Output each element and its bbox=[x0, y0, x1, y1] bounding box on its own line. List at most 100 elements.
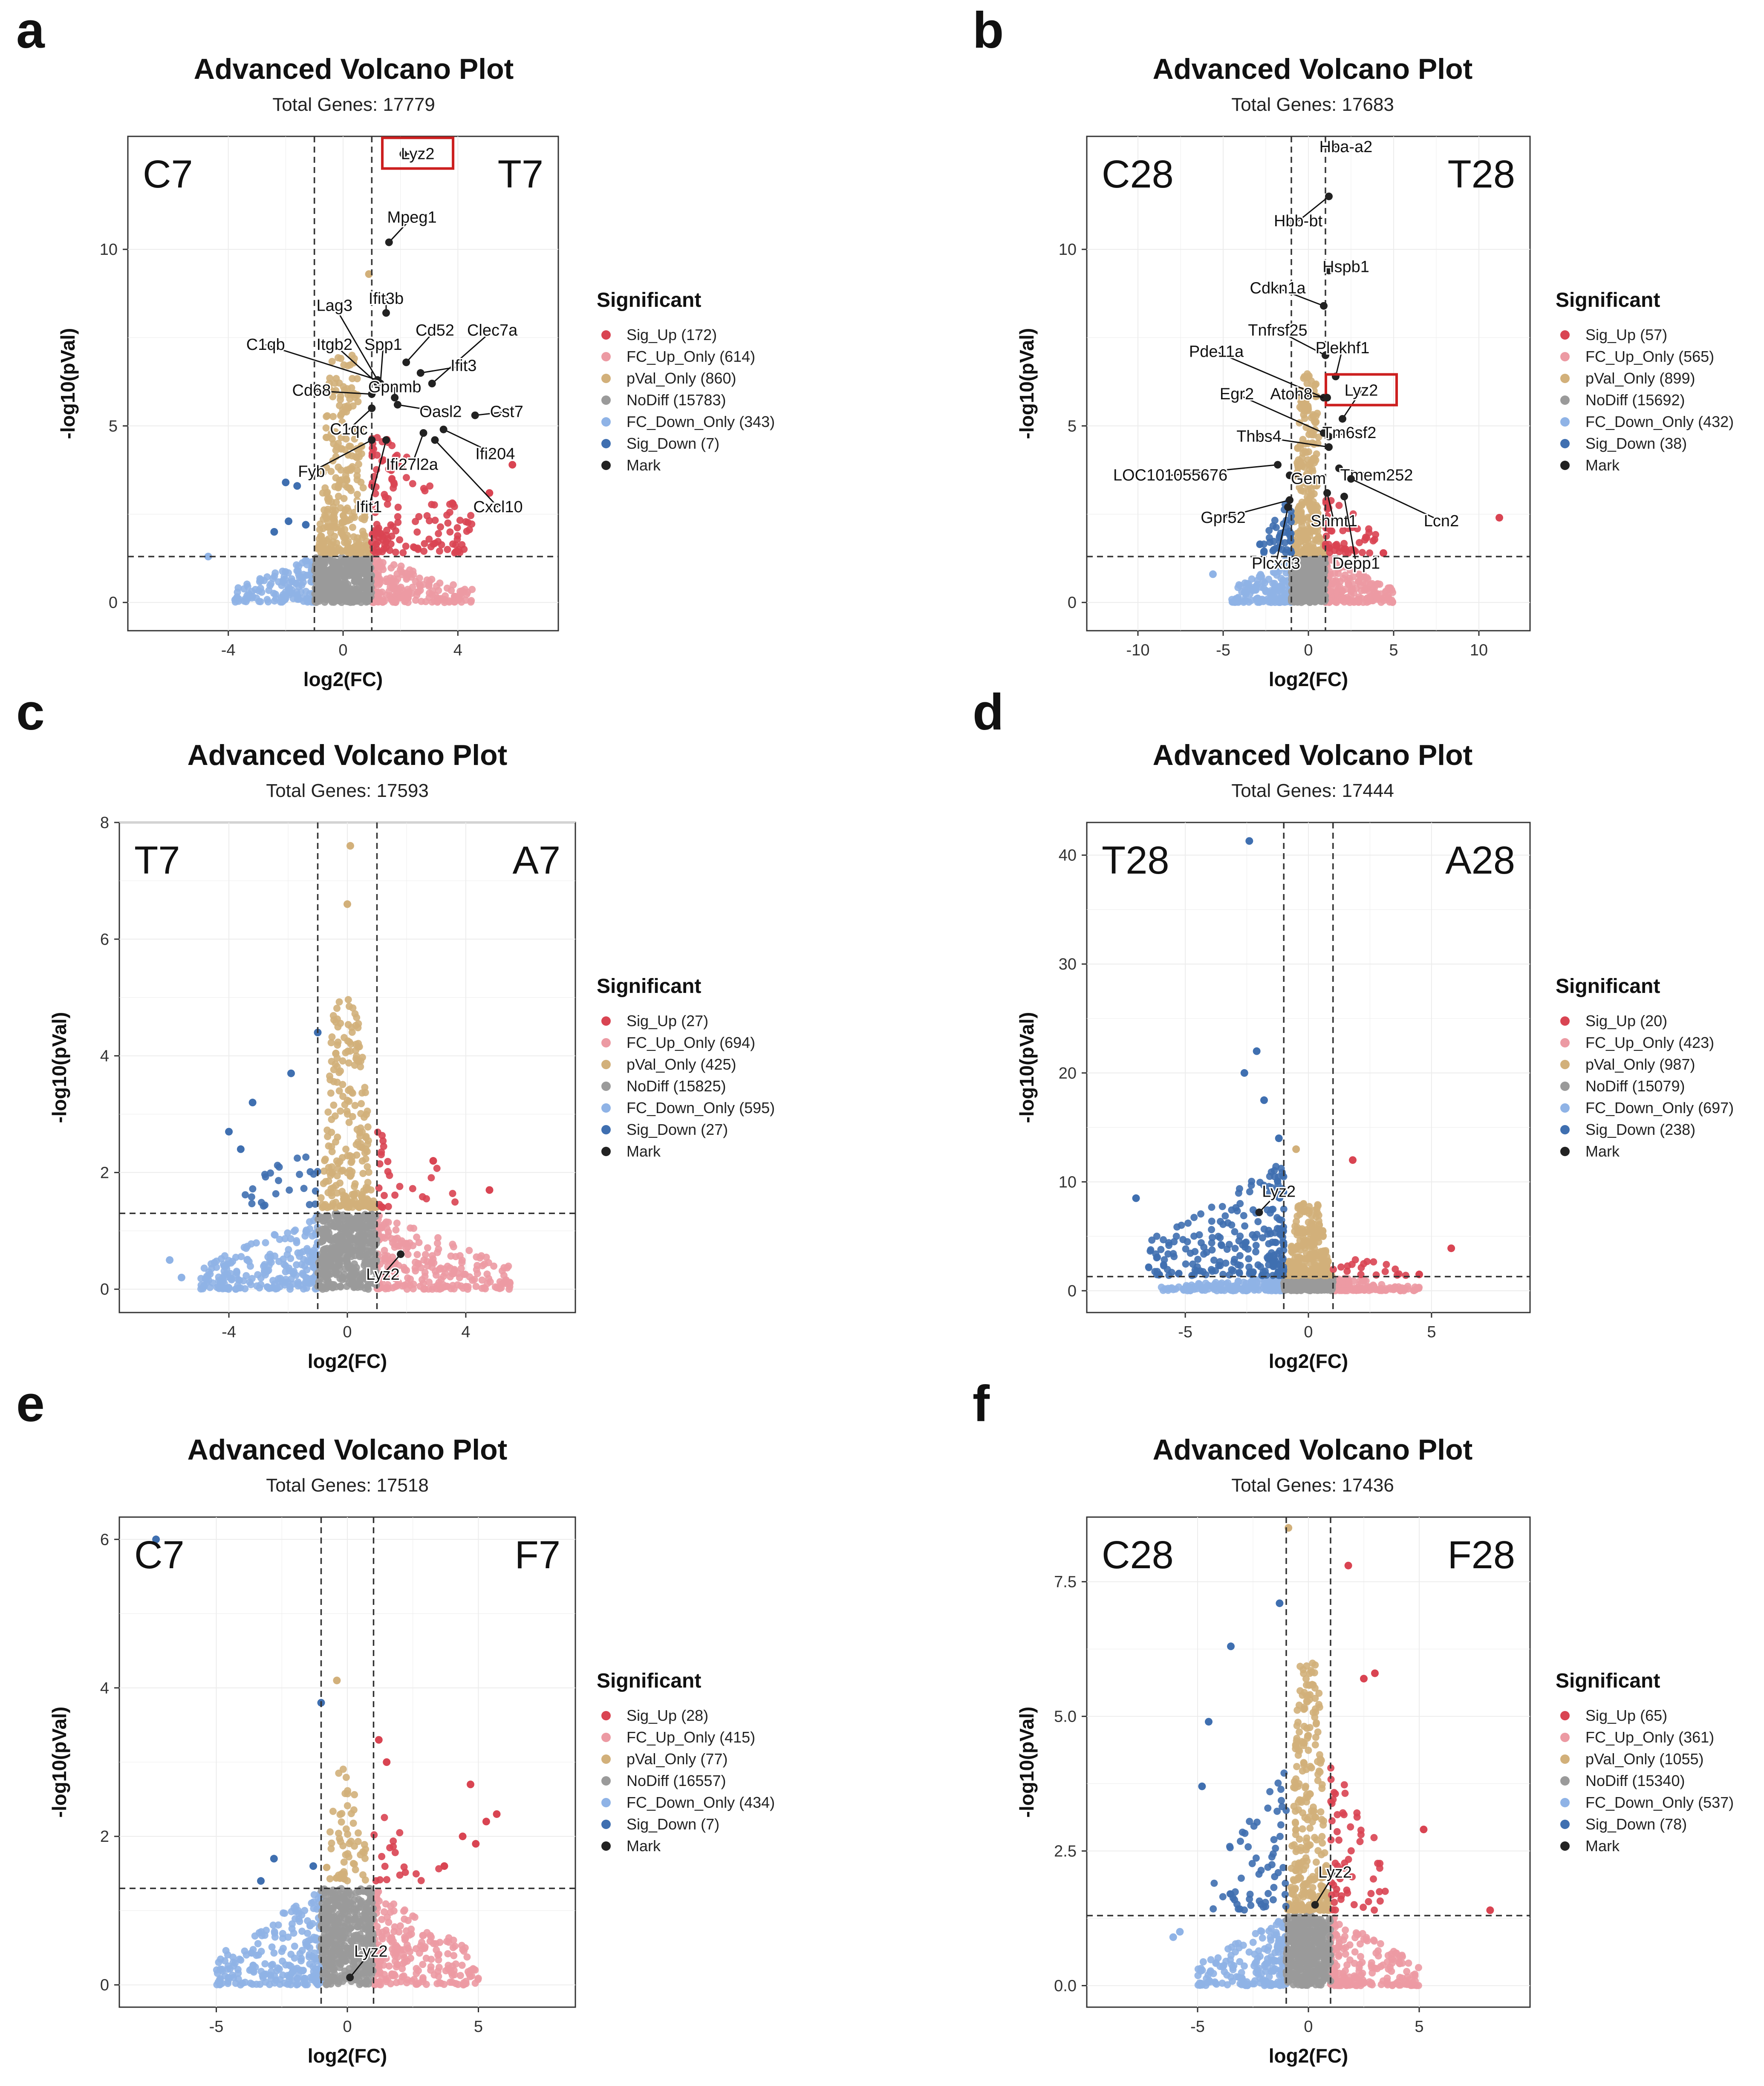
mark-point bbox=[1325, 443, 1333, 451]
point-pval-only bbox=[1300, 515, 1308, 522]
point-fc-up-only bbox=[403, 569, 410, 577]
gene-label: Mpeg1 bbox=[387, 209, 436, 227]
point-pval-only bbox=[1315, 1221, 1323, 1228]
gene-label: Lag3 bbox=[317, 297, 353, 315]
point-sig-down bbox=[1266, 539, 1274, 546]
point-sig-down bbox=[1265, 1252, 1273, 1260]
point-sig-down bbox=[1242, 1238, 1250, 1246]
point-sig-down bbox=[260, 1202, 267, 1210]
point-sig-up bbox=[386, 1171, 393, 1179]
point-pval-only bbox=[1313, 450, 1320, 458]
gene-label: Hspb1 bbox=[1322, 258, 1369, 276]
chart-title: Advanced Volcano Plot bbox=[194, 53, 514, 85]
point-fc-up-only bbox=[410, 1285, 417, 1293]
point-sig-down bbox=[248, 1099, 257, 1107]
point-fc-up-only bbox=[456, 1252, 464, 1260]
point-fc-up-only bbox=[1366, 596, 1374, 603]
point-sig-down bbox=[1153, 1268, 1161, 1275]
point-fc-up-only bbox=[421, 1269, 429, 1276]
point-fc-up-only bbox=[482, 1253, 490, 1261]
legend-swatch-fc-up-only bbox=[601, 352, 611, 361]
point-pval-only bbox=[328, 1192, 336, 1200]
point-pval-only bbox=[339, 1093, 347, 1100]
point-fc-down-only bbox=[293, 1239, 300, 1246]
point-sig-down bbox=[306, 1201, 313, 1209]
point-sig-down bbox=[1165, 1242, 1173, 1249]
point-sig-down bbox=[242, 1191, 249, 1199]
point-fc-down-only bbox=[233, 1269, 241, 1276]
point-fc-up-only bbox=[420, 1285, 427, 1293]
point-fc-down-only bbox=[288, 589, 295, 597]
point-sig-up bbox=[409, 480, 416, 488]
point-sig-up bbox=[376, 530, 384, 538]
point-sig-up bbox=[427, 543, 435, 551]
legend-swatch-sig-down bbox=[601, 439, 611, 448]
y-axis-label: -log10(pVal) bbox=[1016, 328, 1038, 439]
point-fc-up-only bbox=[506, 1283, 514, 1290]
point-pval-only bbox=[351, 543, 359, 551]
point-pval-only bbox=[1294, 1257, 1302, 1265]
y-tick-label: 10 bbox=[100, 241, 118, 259]
point-fc-down-only bbox=[252, 1239, 260, 1247]
x-tick-label: -10 bbox=[1126, 641, 1150, 659]
point-fc-down-only bbox=[294, 1282, 302, 1290]
point-nodiff bbox=[329, 558, 336, 565]
point-sig-down bbox=[300, 1185, 308, 1192]
y-tick-label: 0 bbox=[100, 1281, 109, 1298]
legend-swatch-sig-down bbox=[1560, 439, 1570, 448]
point-sig-up bbox=[435, 530, 442, 537]
point-pval-only bbox=[357, 1110, 365, 1117]
point-fc-down-only bbox=[166, 1256, 174, 1264]
gene-label: Thbs4 bbox=[1236, 427, 1282, 445]
point-sig-down bbox=[1236, 1232, 1244, 1240]
point-nodiff bbox=[364, 597, 372, 605]
point-fc-up-only bbox=[467, 598, 475, 606]
point-fc-up-only bbox=[456, 1274, 463, 1281]
legend-label: FC_Up_Only (694) bbox=[626, 1034, 755, 1051]
legend-title: Significant bbox=[597, 975, 701, 998]
point-sig-up bbox=[402, 542, 410, 550]
point-sig-up bbox=[436, 547, 443, 555]
panel-letter: d bbox=[973, 684, 1004, 741]
point-sig-down bbox=[1190, 1214, 1198, 1221]
point-sig-up bbox=[465, 526, 473, 534]
point-nodiff bbox=[1307, 596, 1315, 604]
point-pval-only bbox=[1304, 537, 1311, 544]
point-pval-only bbox=[321, 1157, 329, 1164]
point-nodiff bbox=[1298, 578, 1306, 586]
point-fc-up-only bbox=[423, 576, 431, 584]
point-pval-only bbox=[316, 526, 323, 534]
point-fc-up-only bbox=[1372, 581, 1380, 589]
point-fc-up-only bbox=[404, 591, 412, 599]
point-sig-up bbox=[437, 523, 444, 531]
point-nodiff bbox=[345, 1279, 353, 1287]
point-sig-up bbox=[485, 1186, 494, 1194]
legend-swatch-mark bbox=[1560, 461, 1570, 470]
point-pval-only bbox=[332, 544, 340, 551]
point-sig-up bbox=[384, 495, 392, 502]
point-sig-down bbox=[1274, 1261, 1282, 1269]
y-tick-label: 10 bbox=[1059, 241, 1077, 259]
point-pval-only bbox=[318, 541, 326, 549]
point-fc-up-only bbox=[449, 1241, 456, 1248]
point-nodiff bbox=[350, 1224, 357, 1232]
point-sig-up bbox=[1372, 531, 1380, 538]
point-sig-up bbox=[409, 1185, 416, 1192]
point-sig-down bbox=[1270, 1167, 1278, 1174]
point-nodiff bbox=[330, 1253, 338, 1261]
point-sig-down bbox=[1273, 1225, 1281, 1232]
gene-label: Cdkn1a bbox=[1250, 279, 1306, 297]
point-sig-down bbox=[1232, 1204, 1240, 1212]
mark-point bbox=[471, 411, 479, 419]
point-pval-only bbox=[353, 375, 361, 383]
point-sig-down bbox=[1230, 1267, 1237, 1275]
point-fc-up-only bbox=[1347, 591, 1355, 599]
point-pval-only bbox=[352, 453, 359, 461]
point-sig-down bbox=[1286, 537, 1294, 545]
point-pval-only bbox=[341, 515, 349, 522]
point-pval-only bbox=[1308, 1220, 1315, 1227]
point-fc-up-only bbox=[412, 1258, 419, 1266]
point-sig-down bbox=[286, 1186, 293, 1194]
